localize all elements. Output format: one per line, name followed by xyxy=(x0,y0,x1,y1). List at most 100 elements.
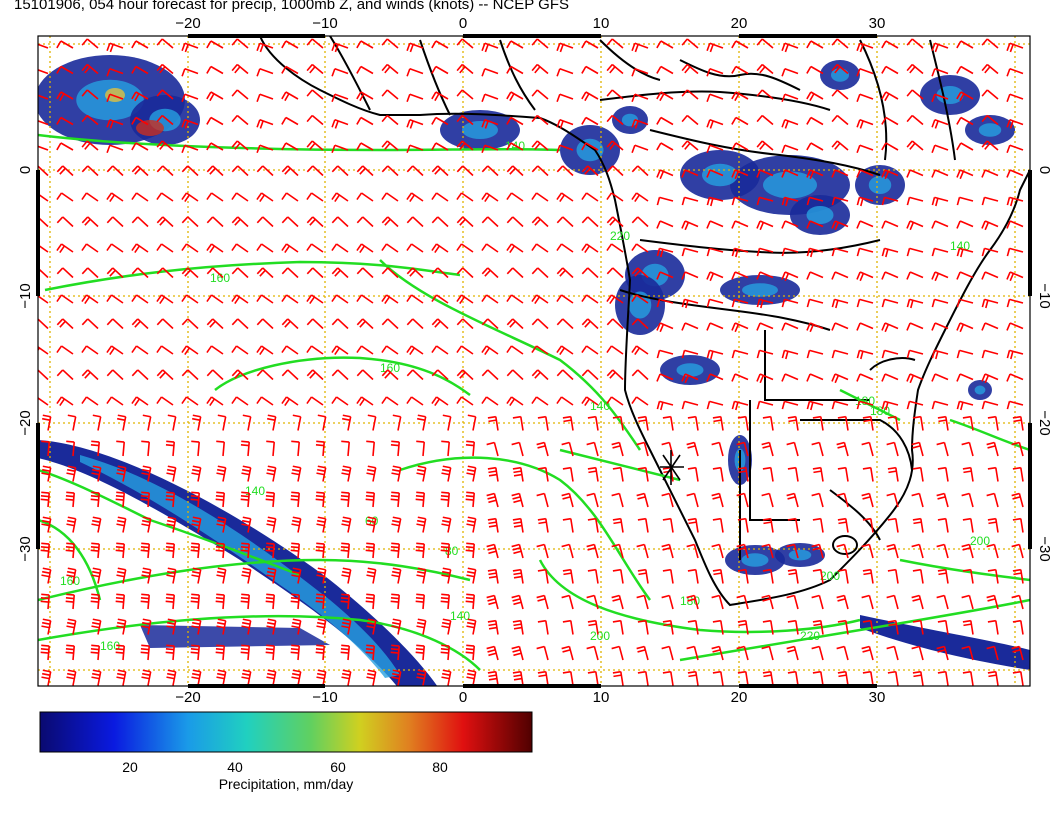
colorbar-tick-label: 60 xyxy=(330,759,346,775)
wind-barb xyxy=(331,118,349,129)
wind-barb xyxy=(656,271,674,280)
wind-barb xyxy=(706,144,724,154)
wind-barb xyxy=(712,619,724,635)
wind-barb xyxy=(406,118,424,129)
wind-barb xyxy=(731,65,749,75)
wind-barb xyxy=(41,516,52,533)
contour-label: 160 xyxy=(60,574,80,588)
wind-barb xyxy=(206,345,224,355)
wind-barb xyxy=(56,142,74,151)
wind-barb xyxy=(831,169,849,178)
wind-barb xyxy=(556,294,574,304)
wind-barb xyxy=(356,192,374,202)
wind-barb xyxy=(631,144,649,154)
wind-barb xyxy=(512,670,524,686)
wind-barb xyxy=(561,645,574,661)
wind-barb xyxy=(612,517,624,533)
wind-barb xyxy=(1006,400,1024,410)
wind-barb xyxy=(140,644,151,661)
wind-barb xyxy=(231,267,249,279)
wind-barb xyxy=(637,619,649,635)
wind-barb xyxy=(561,594,574,610)
wind-barb xyxy=(756,89,774,100)
wind-barb xyxy=(456,165,474,177)
wind-barb xyxy=(536,543,549,559)
wind-barb xyxy=(206,267,224,279)
wind-barb xyxy=(531,267,549,279)
wind-barb xyxy=(811,492,824,508)
wind-barb xyxy=(106,396,124,406)
wind-barb xyxy=(316,516,327,533)
wind-barb xyxy=(390,542,401,559)
wind-barb xyxy=(656,40,674,49)
wind-barb xyxy=(562,415,574,431)
wind-barb xyxy=(731,142,749,151)
wind-barb xyxy=(456,318,474,330)
wind-barb xyxy=(390,593,401,610)
wind-barb xyxy=(381,216,399,228)
wind-barb xyxy=(887,568,899,584)
wind-barb xyxy=(606,396,624,406)
wind-barb xyxy=(131,65,149,75)
wind-barb xyxy=(431,91,449,102)
wind-barb xyxy=(631,318,649,330)
wind-barb xyxy=(956,40,974,49)
wind-barb xyxy=(266,414,277,431)
wind-barb xyxy=(106,345,124,355)
wind-barb xyxy=(391,465,402,482)
wind-barb xyxy=(756,38,774,49)
wind-barb xyxy=(106,267,124,279)
wind-barb xyxy=(356,40,374,49)
colorbar xyxy=(39,711,533,753)
wind-barb xyxy=(306,192,324,202)
wind-barb xyxy=(67,414,77,431)
wind-barb xyxy=(1006,42,1024,53)
wind-barb xyxy=(390,491,401,508)
lon-label-top: −20 xyxy=(175,15,200,32)
wind-barb xyxy=(931,220,949,229)
wind-barb xyxy=(736,543,749,559)
wind-barb xyxy=(586,492,599,508)
wind-barb xyxy=(987,670,999,686)
wind-barb xyxy=(911,441,924,457)
wind-barb xyxy=(56,267,74,279)
wind-barb xyxy=(256,165,274,177)
wind-barb xyxy=(956,271,974,280)
station-marker xyxy=(660,450,684,485)
wind-barb xyxy=(681,169,699,178)
wind-barb xyxy=(487,466,499,482)
wind-barb xyxy=(416,516,427,533)
wind-barb xyxy=(787,619,799,635)
wind-barb xyxy=(806,169,824,180)
wind-barb xyxy=(41,414,52,431)
wind-barb xyxy=(141,440,151,457)
wind-barb xyxy=(481,42,499,53)
wind-barb xyxy=(956,349,974,359)
wind-barb xyxy=(781,67,799,77)
wind-barb xyxy=(456,345,474,355)
wind-barb xyxy=(331,192,349,202)
wind-barb xyxy=(531,192,549,202)
wind-barb xyxy=(206,165,224,177)
wind-barb xyxy=(281,216,299,228)
wind-barb xyxy=(812,517,824,533)
wind-barb xyxy=(1006,67,1024,77)
wind-barb xyxy=(531,294,549,304)
wind-barb xyxy=(81,165,99,177)
wind-barb xyxy=(636,645,649,661)
wind-barb xyxy=(706,220,724,229)
wind-barb xyxy=(687,619,699,635)
wind-barb xyxy=(481,345,499,355)
wind-barb xyxy=(981,400,999,410)
lon-label-top: 0 xyxy=(459,15,467,32)
precipitation-field xyxy=(38,55,1030,686)
wind-barb xyxy=(306,38,324,49)
wind-barb xyxy=(486,645,499,661)
wind-barb xyxy=(1006,373,1024,382)
wind-barb xyxy=(81,114,99,126)
wind-barb xyxy=(486,594,499,610)
wind-barb xyxy=(931,298,949,308)
wind-barb xyxy=(442,414,452,431)
wind-barb xyxy=(406,144,424,154)
wind-barb xyxy=(331,42,349,53)
